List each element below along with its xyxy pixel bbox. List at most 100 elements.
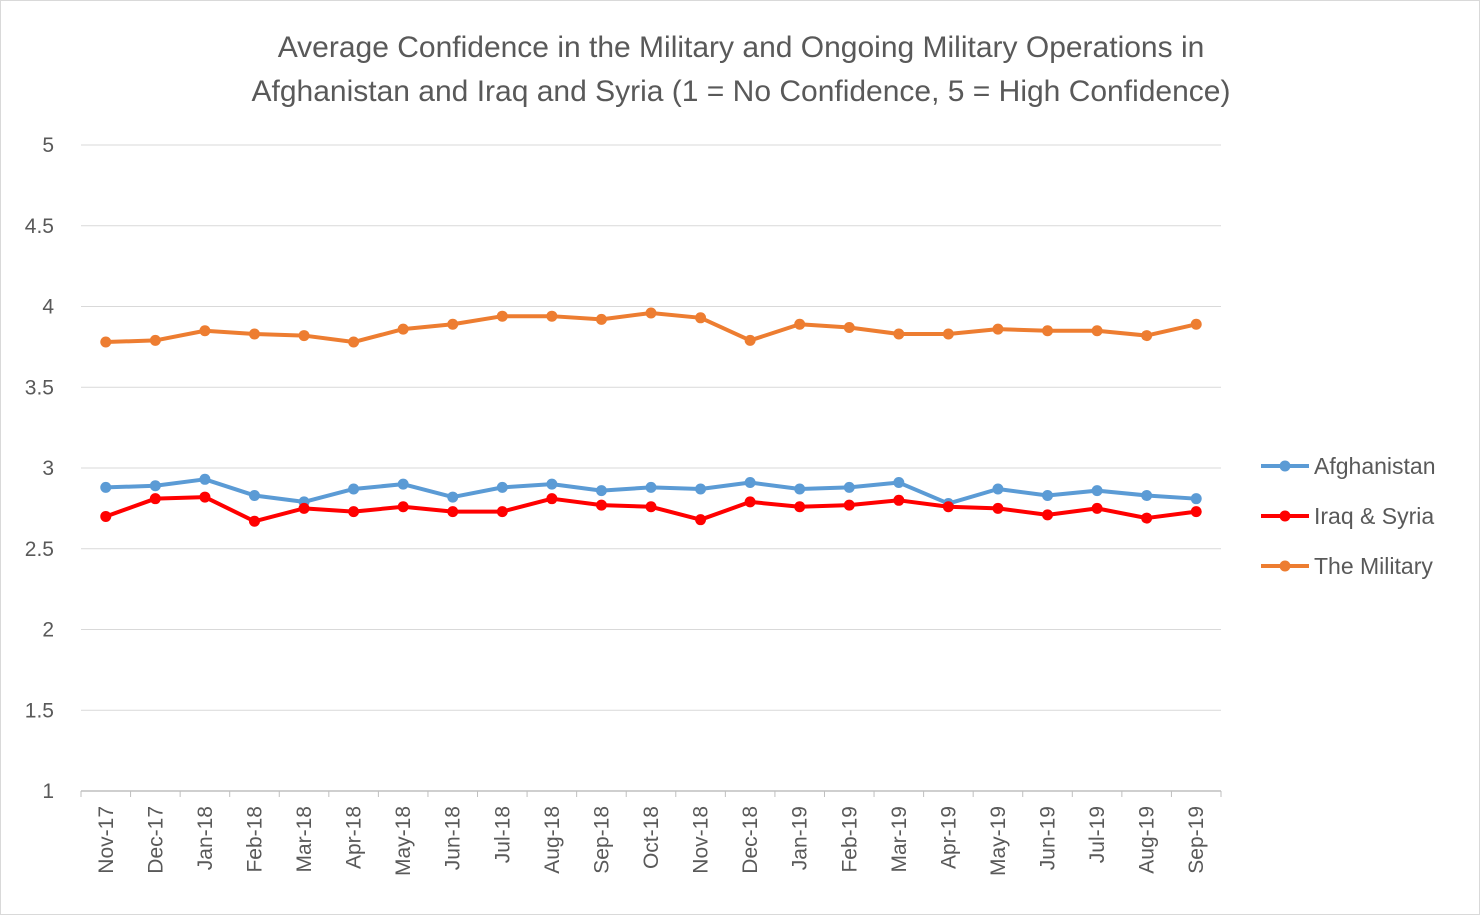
legend-item-the-military[interactable]: The Military: [1261, 553, 1433, 579]
y-tick-label: 4.5: [25, 215, 54, 238]
x-axis-ticks: Nov-17 Dec-17 Jan-18 Feb-18 Mar-18 Apr-18 May-…: [80, 791, 1222, 876]
data-point-iraq-syria: [695, 514, 707, 526]
data-point-afghanistan: [645, 481, 657, 493]
data-point-afghanistan: [496, 481, 508, 493]
legend-label: The Military: [1314, 553, 1433, 579]
x-tick-label: May-18: [392, 806, 415, 876]
legend-item-iraq-syria[interactable]: Iraq & Syria: [1261, 503, 1434, 529]
data-point-iraq-syria: [397, 501, 409, 513]
y-tick-label: 4: [42, 296, 54, 319]
data-point-the-military: [645, 307, 657, 319]
data-point-the-military: [1141, 330, 1153, 342]
data-point-iraq-syria: [1042, 509, 1054, 521]
data-point-iraq-syria: [1091, 502, 1103, 514]
series-iraq-syria: [100, 491, 1202, 527]
data-point-afghanistan: [695, 483, 707, 495]
data-point-the-military: [1091, 325, 1103, 337]
y-tick-label: 3.5: [25, 376, 54, 399]
data-point-the-military: [794, 318, 806, 330]
data-point-afghanistan: [1091, 485, 1103, 497]
y-tick-label: 2: [42, 619, 54, 642]
data-point-the-military: [447, 318, 459, 330]
data-point-the-military: [992, 323, 1004, 335]
legend[interactable]: Afghanistan Iraq & Syria The Military: [1261, 453, 1435, 579]
data-point-iraq-syria: [645, 501, 657, 513]
x-tick-label: Jun-18: [442, 806, 465, 870]
x-tick-label: Nov-18: [690, 806, 713, 874]
x-tick-label: Jun-19: [1037, 806, 1060, 870]
data-point-afghanistan: [744, 477, 756, 489]
x-tick-label: Nov-17: [95, 806, 118, 874]
x-tick-label: Feb-18: [243, 806, 266, 873]
y-tick-label: 1: [42, 780, 54, 803]
data-point-the-military: [695, 312, 707, 324]
x-tick-label: Aug-18: [541, 806, 564, 874]
x-tick-label: Apr-19: [937, 806, 960, 869]
x-tick-label: Jan-18: [194, 806, 217, 870]
x-tick-label: Sep-19: [1185, 806, 1208, 874]
gridlines: [81, 144, 1221, 792]
y-tick-label: 3: [42, 457, 54, 480]
chart-title-line-1: Average Confidence in the Military and O…: [278, 31, 1205, 64]
data-point-the-military: [843, 321, 855, 333]
data-point-iraq-syria: [149, 493, 161, 505]
y-tick-label: 1.5: [25, 699, 54, 722]
data-point-iraq-syria: [992, 502, 1004, 514]
data-point-afghanistan: [843, 481, 855, 493]
data-point-afghanistan: [992, 483, 1004, 495]
x-tick-label: Jul-18: [491, 806, 514, 863]
data-point-afghanistan: [546, 478, 558, 490]
data-point-afghanistan: [248, 489, 260, 501]
x-tick-label: Apr-18: [343, 806, 366, 869]
x-tick-label: Feb-19: [838, 806, 861, 873]
legend-label: Afghanistan: [1314, 453, 1435, 479]
x-tick-label: Dec-18: [739, 806, 762, 874]
data-point-the-military: [942, 328, 954, 340]
data-point-afghanistan: [794, 483, 806, 495]
data-point-the-military: [149, 334, 161, 346]
data-point-the-military: [100, 336, 112, 348]
data-point-iraq-syria: [1141, 512, 1153, 524]
legend-item-afghanistan[interactable]: Afghanistan: [1261, 453, 1435, 479]
data-point-the-military: [397, 323, 409, 335]
data-point-iraq-syria: [1190, 506, 1202, 518]
series-lines: [100, 307, 1202, 527]
data-point-iraq-syria: [546, 493, 558, 505]
chart-title-line-2: Afghanistan and Iraq and Syria (1 = No C…: [252, 75, 1231, 108]
data-point-iraq-syria: [199, 491, 211, 503]
data-point-iraq-syria: [298, 502, 310, 514]
data-point-afghanistan: [397, 478, 409, 490]
data-point-the-military: [546, 310, 558, 322]
data-point-the-military: [893, 328, 905, 340]
x-tick-label: Jan-19: [789, 806, 812, 870]
series-the-military: [100, 307, 1202, 348]
data-point-iraq-syria: [496, 506, 508, 518]
data-point-iraq-syria: [744, 496, 756, 508]
data-point-the-military: [496, 310, 508, 322]
data-point-afghanistan: [1190, 493, 1202, 505]
legend-swatch-marker: [1279, 560, 1291, 572]
data-point-the-military: [199, 325, 211, 337]
legend-swatch-marker: [1279, 510, 1291, 522]
x-tick-label: May-19: [987, 806, 1010, 876]
y-axis-ticks: 1 1.5 2 2.5 3 3.5 4 4.5 5: [25, 134, 55, 803]
data-point-the-military: [348, 336, 360, 348]
x-tick-label: Dec-17: [144, 806, 167, 874]
data-point-the-military: [248, 328, 260, 340]
data-point-the-military: [744, 334, 756, 346]
data-point-afghanistan: [595, 485, 607, 497]
data-point-afghanistan: [348, 483, 360, 495]
data-point-the-military: [595, 313, 607, 325]
data-point-the-military: [298, 330, 310, 342]
data-point-iraq-syria: [348, 506, 360, 518]
y-tick-label: 2.5: [25, 538, 54, 561]
data-point-iraq-syria: [843, 499, 855, 511]
data-point-iraq-syria: [100, 510, 112, 522]
data-point-afghanistan: [1141, 489, 1153, 501]
data-point-iraq-syria: [893, 494, 905, 506]
data-point-the-military: [1190, 318, 1202, 330]
series-afghanistan: [100, 473, 1202, 510]
data-point-iraq-syria: [942, 501, 954, 513]
